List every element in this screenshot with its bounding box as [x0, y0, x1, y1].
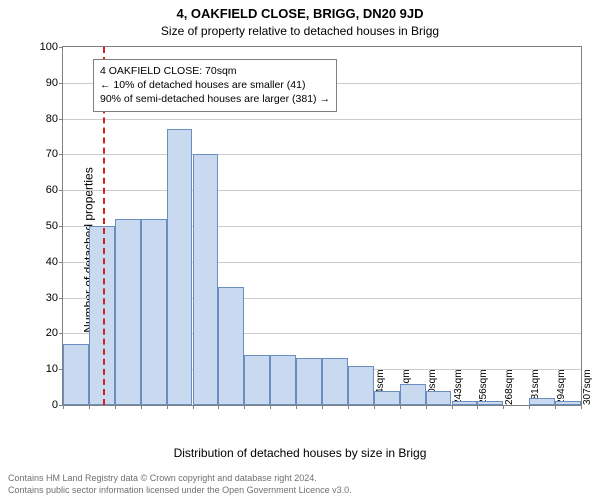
plot-area: 010203040506070809010050sqm63sqm76sqm89s…: [62, 46, 582, 406]
x-tick-mark: [452, 405, 453, 409]
histogram-bar: [374, 391, 400, 405]
x-tick-mark: [348, 405, 349, 409]
y-tick-mark: [59, 226, 63, 227]
x-tick-mark: [115, 405, 116, 409]
y-tick-mark: [59, 190, 63, 191]
x-tick-label: 307sqm: [579, 369, 593, 405]
x-tick-mark: [426, 405, 427, 409]
x-tick-mark: [244, 405, 245, 409]
histogram-bar: [270, 355, 296, 405]
gridline: [63, 190, 581, 191]
histogram-bar: [400, 384, 426, 405]
histogram-bar: [477, 401, 503, 405]
histogram-bar: [555, 401, 581, 405]
histogram-bar: [296, 358, 322, 405]
y-tick-mark: [59, 154, 63, 155]
x-tick-label: 294sqm: [553, 369, 567, 405]
chart-subtitle: Size of property relative to detached ho…: [0, 24, 600, 38]
histogram-bar: [348, 366, 374, 405]
histogram-bar: [426, 391, 452, 405]
footer-line-2: Contains public sector information licen…: [8, 484, 592, 496]
y-tick-mark: [59, 47, 63, 48]
x-tick-mark: [193, 405, 194, 409]
x-axis-label: Distribution of detached houses by size …: [0, 446, 600, 460]
chart-container: 4, OAKFIELD CLOSE, BRIGG, DN20 9JD Size …: [0, 0, 600, 500]
histogram-bar: [529, 398, 555, 405]
histogram-bar: [141, 219, 167, 405]
histogram-bar: [89, 226, 115, 405]
histogram-bar: [167, 129, 193, 405]
annot-line-3: 90% of semi-detached houses are larger (…: [100, 92, 330, 106]
x-tick-mark: [141, 405, 142, 409]
x-tick-mark: [270, 405, 271, 409]
x-tick-label: 256sqm: [475, 369, 489, 405]
x-tick-mark: [322, 405, 323, 409]
annot-line-1: 4 OAKFIELD CLOSE: 70sqm: [100, 64, 330, 78]
x-tick-mark: [400, 405, 401, 409]
histogram-bar: [115, 219, 141, 405]
histogram-bar: [193, 154, 219, 405]
x-tick-mark: [167, 405, 168, 409]
x-tick-mark: [218, 405, 219, 409]
histogram-bar: [244, 355, 270, 405]
y-tick-mark: [59, 298, 63, 299]
histogram-bar: [452, 401, 478, 405]
x-tick-mark: [296, 405, 297, 409]
x-tick-mark: [477, 405, 478, 409]
x-tick-mark: [89, 405, 90, 409]
annotation-box: 4 OAKFIELD CLOSE: 70sqm ← 10% of detache…: [93, 59, 337, 112]
histogram-bar: [63, 344, 89, 405]
x-tick-mark: [374, 405, 375, 409]
x-tick-mark: [63, 405, 64, 409]
y-tick-mark: [59, 119, 63, 120]
x-tick-label: 268sqm: [501, 369, 515, 405]
gridline: [63, 154, 581, 155]
x-tick-mark: [555, 405, 556, 409]
footer-attribution: Contains HM Land Registry data © Crown c…: [8, 472, 592, 496]
gridline: [63, 119, 581, 120]
x-tick-mark: [529, 405, 530, 409]
annot-line-2: ← 10% of detached houses are smaller (41…: [100, 78, 330, 92]
histogram-bar: [218, 287, 244, 405]
chart-title: 4, OAKFIELD CLOSE, BRIGG, DN20 9JD: [0, 6, 600, 21]
y-tick-mark: [59, 333, 63, 334]
x-tick-label: 243sqm: [450, 369, 464, 405]
footer-line-1: Contains HM Land Registry data © Crown c…: [8, 472, 592, 484]
x-tick-mark: [503, 405, 504, 409]
histogram-bar: [322, 358, 348, 405]
x-tick-mark: [581, 405, 582, 409]
y-tick-mark: [59, 262, 63, 263]
y-tick-mark: [59, 83, 63, 84]
